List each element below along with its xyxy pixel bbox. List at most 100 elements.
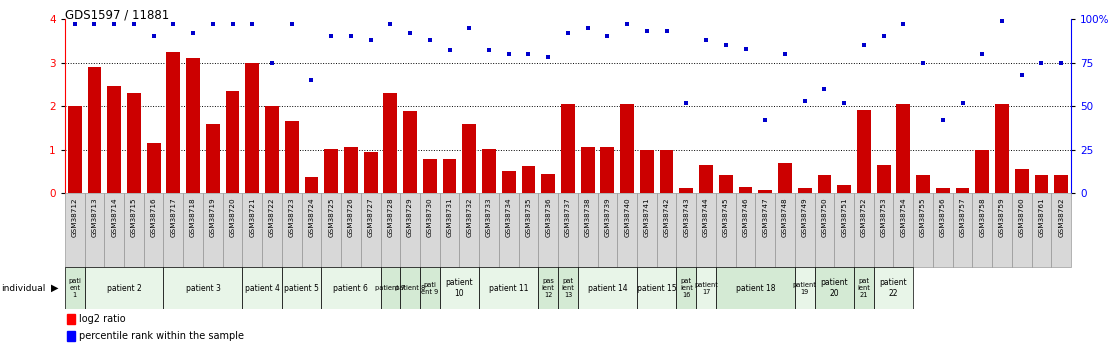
Point (657, 28, 675, 34)
Text: pas
ient
12: pas ient 12 (542, 278, 555, 298)
Bar (163, 267, 243, 309)
Point (224, 21, 241, 27)
Text: patient
19: patient 19 (793, 282, 816, 295)
Text: percentile rank within the sample: percentile rank within the sample (79, 331, 244, 341)
Bar (756, 193, 775, 267)
Bar (459, 193, 480, 267)
Bar (578, 267, 637, 309)
Text: GSM38714: GSM38714 (111, 197, 117, 237)
Point (678, 100, 695, 105)
Bar (321, 193, 341, 267)
Bar (539, 267, 558, 309)
Point (855, 42, 873, 48)
Bar (65, 193, 85, 267)
Bar (400, 267, 420, 309)
Bar (1054, 175, 1068, 193)
Bar (1015, 169, 1029, 193)
Bar (519, 193, 539, 267)
Point (461, 25, 479, 30)
Text: log2 ratio: log2 ratio (79, 314, 126, 324)
Point (520, 51, 538, 57)
Bar (953, 193, 973, 267)
Text: GSM38725: GSM38725 (329, 197, 334, 237)
Bar (716, 267, 795, 309)
Bar (245, 62, 259, 193)
Bar (637, 193, 656, 267)
Text: GSM38752: GSM38752 (861, 197, 866, 237)
Bar (203, 193, 222, 267)
Bar (107, 87, 121, 193)
Text: GSM38751: GSM38751 (841, 197, 847, 237)
Bar (282, 267, 321, 309)
Text: patient 14: patient 14 (588, 284, 627, 293)
Bar (144, 193, 163, 267)
Point (993, 18, 1011, 23)
Bar (361, 193, 380, 267)
Bar (539, 193, 558, 267)
Text: GSM38733: GSM38733 (486, 197, 492, 237)
Bar (956, 188, 969, 193)
Bar (1051, 193, 1071, 267)
Bar (380, 267, 400, 309)
Text: GSM38730: GSM38730 (427, 197, 433, 237)
Text: GSM38762: GSM38762 (1058, 197, 1064, 237)
Bar (146, 143, 161, 193)
Point (934, 117, 951, 123)
Text: GSM38748: GSM38748 (781, 197, 788, 237)
Point (1013, 72, 1031, 78)
Point (717, 42, 735, 48)
Point (203, 21, 221, 27)
Text: GSM38742: GSM38742 (664, 197, 670, 237)
Text: GSM38713: GSM38713 (92, 197, 97, 237)
Bar (127, 93, 141, 193)
Bar (815, 193, 834, 267)
Bar (499, 193, 519, 267)
Bar (699, 165, 713, 193)
Bar (834, 193, 854, 267)
Text: GSM38724: GSM38724 (309, 197, 314, 237)
Text: GSM38729: GSM38729 (407, 197, 414, 237)
Point (420, 37, 438, 43)
Text: GSM38728: GSM38728 (387, 197, 394, 237)
Bar (480, 193, 499, 267)
Point (105, 21, 123, 27)
Bar (187, 58, 200, 193)
Bar (637, 267, 676, 309)
Point (737, 46, 755, 51)
Text: GSM38731: GSM38731 (446, 197, 453, 237)
Point (125, 21, 143, 27)
Bar (680, 188, 693, 193)
Bar (206, 124, 220, 193)
Text: GSM38721: GSM38721 (249, 197, 255, 237)
Bar (262, 193, 282, 267)
Bar (561, 104, 575, 193)
Text: patient 2: patient 2 (106, 284, 141, 293)
Text: GSM38739: GSM38739 (605, 197, 610, 237)
Bar (837, 185, 851, 193)
Point (579, 25, 597, 30)
Bar (975, 150, 989, 193)
Point (362, 37, 380, 43)
Point (381, 21, 399, 27)
Bar (85, 193, 104, 267)
Text: patient 3: patient 3 (186, 284, 220, 293)
Text: GSM38759: GSM38759 (999, 197, 1005, 237)
Bar (995, 104, 1008, 193)
Text: GSM38736: GSM38736 (546, 197, 551, 237)
Point (835, 100, 853, 105)
Text: GSM38741: GSM38741 (644, 197, 650, 237)
Text: GDS1597 / 11881: GDS1597 / 11881 (65, 9, 169, 22)
Point (915, 60, 932, 65)
Bar (439, 267, 480, 309)
Bar (420, 267, 439, 309)
Point (144, 33, 162, 39)
Point (796, 98, 814, 104)
Bar (68, 106, 82, 193)
Text: patient 7: patient 7 (376, 285, 406, 291)
Text: pati
ent
1: pati ent 1 (68, 278, 82, 298)
Text: patient 5: patient 5 (284, 284, 319, 293)
Bar (992, 193, 1012, 267)
Bar (795, 193, 815, 267)
Bar (893, 193, 913, 267)
Text: GSM38718: GSM38718 (190, 197, 196, 237)
